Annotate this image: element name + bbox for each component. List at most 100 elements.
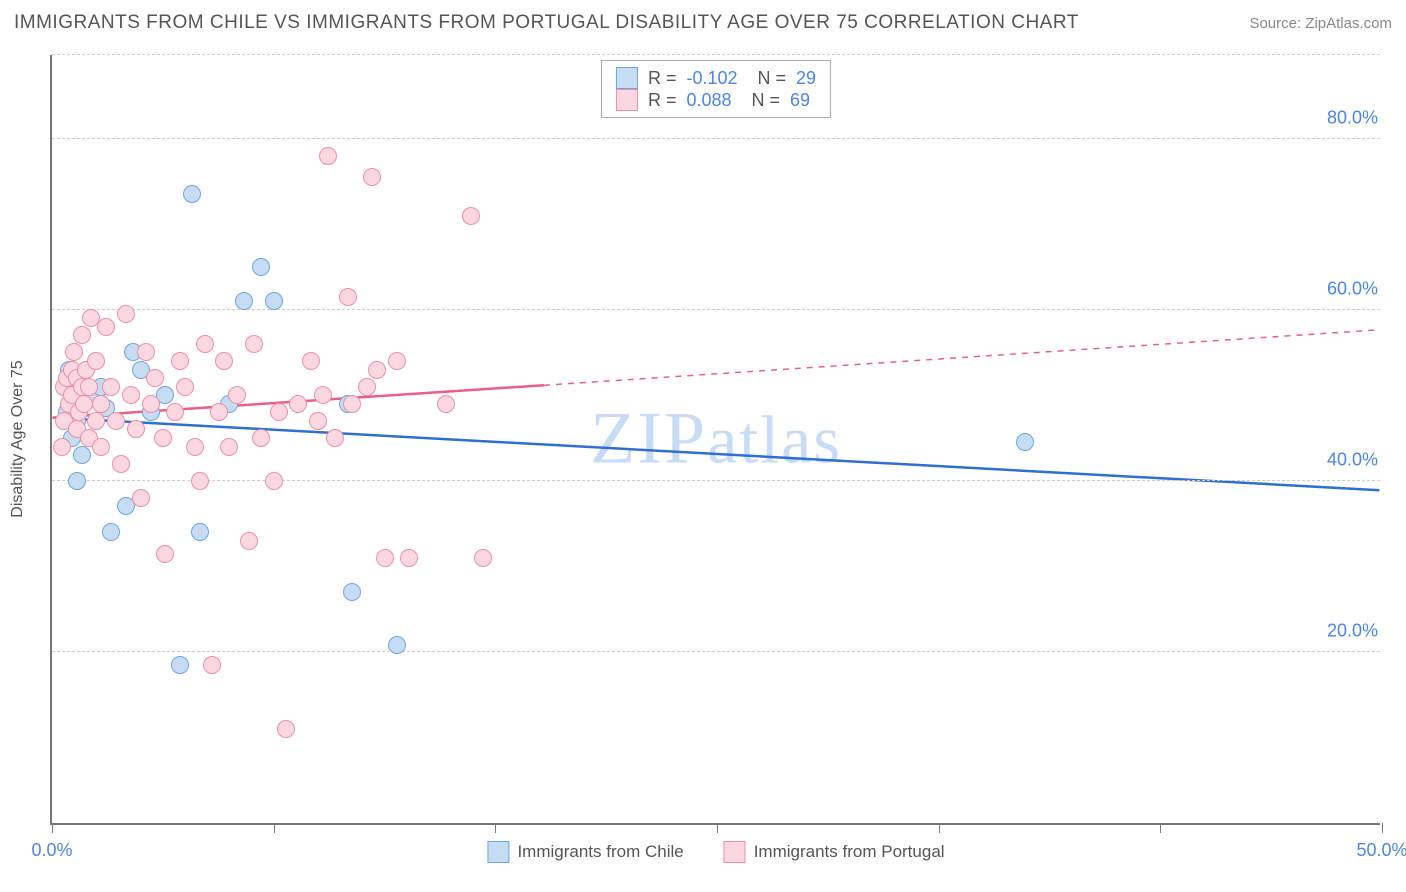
x-tick (274, 823, 275, 833)
x-tick (52, 823, 53, 833)
data-point (112, 455, 130, 473)
gridline (52, 309, 1380, 310)
data-point (400, 549, 418, 567)
gridline (52, 480, 1380, 481)
stats-legend-row: R = 0.088 N = 69 (616, 89, 816, 111)
y-tick-label: 80.0% (1323, 107, 1382, 128)
data-point (363, 168, 381, 186)
x-tick (495, 823, 496, 833)
data-point (142, 395, 160, 413)
x-tick (1160, 823, 1161, 833)
stats-legend-row: R = -0.102 N = 29 (616, 67, 816, 89)
data-point (97, 318, 115, 336)
data-point (53, 438, 71, 456)
legend-swatch (616, 67, 638, 89)
data-point (474, 549, 492, 567)
data-point (132, 489, 150, 507)
y-tick-label: 20.0% (1323, 620, 1382, 641)
x-tick (939, 823, 940, 833)
data-point (80, 378, 98, 396)
data-point (265, 472, 283, 490)
gridline (52, 138, 1380, 139)
watermark: ZIPatlas (590, 397, 842, 482)
data-point (73, 326, 91, 344)
data-point (235, 292, 253, 310)
data-point (102, 523, 120, 541)
data-point (127, 420, 145, 438)
legend-swatch (616, 89, 638, 111)
data-point (171, 656, 189, 674)
x-tick (1382, 823, 1383, 833)
data-point (156, 545, 174, 563)
data-point (240, 532, 258, 550)
data-point (183, 185, 201, 203)
data-point (245, 335, 263, 353)
data-point (343, 395, 361, 413)
data-point (203, 656, 221, 674)
data-point (252, 429, 270, 447)
data-point (314, 386, 332, 404)
data-point (137, 343, 155, 361)
chart-title: IMMIGRANTS FROM CHILE VS IMMIGRANTS FROM… (14, 12, 1079, 34)
data-point (102, 378, 120, 396)
data-point (117, 305, 135, 323)
y-axis-label: Disability Age Over 75 (9, 360, 27, 517)
data-point (319, 147, 337, 165)
trend-lines (52, 55, 1380, 823)
x-tick (717, 823, 718, 833)
data-point (87, 352, 105, 370)
data-point (65, 343, 83, 361)
data-point (191, 523, 209, 541)
legend-item: Immigrants from Portugal (724, 841, 945, 863)
data-point (462, 207, 480, 225)
data-point (191, 472, 209, 490)
data-point (196, 335, 214, 353)
data-point (388, 352, 406, 370)
data-point (309, 412, 327, 430)
source-attribution: Source: ZipAtlas.com (1249, 15, 1392, 32)
data-point (270, 403, 288, 421)
legend-label: Immigrants from Chile (517, 842, 683, 862)
data-point (176, 378, 194, 396)
x-tick-label: 50.0% (1356, 840, 1406, 861)
stats-legend: R = -0.102 N = 29R = 0.088 N = 69 (601, 60, 831, 118)
data-point (376, 549, 394, 567)
data-point (107, 412, 125, 430)
data-point (73, 446, 91, 464)
data-point (343, 583, 361, 601)
data-point (171, 352, 189, 370)
data-point (75, 395, 93, 413)
data-point (146, 369, 164, 387)
legend-swatch (487, 841, 509, 863)
y-tick-label: 60.0% (1323, 278, 1382, 299)
data-point (326, 429, 344, 447)
data-point (368, 361, 386, 379)
chart-header: IMMIGRANTS FROM CHILE VS IMMIGRANTS FROM… (14, 12, 1392, 34)
data-point (302, 352, 320, 370)
data-point (277, 720, 295, 738)
data-point (358, 378, 376, 396)
data-point (87, 412, 105, 430)
legend-swatch (724, 841, 746, 863)
data-point (265, 292, 283, 310)
data-point (228, 386, 246, 404)
y-tick-label: 40.0% (1323, 449, 1382, 470)
legend-label: Immigrants from Portugal (754, 842, 945, 862)
data-point (437, 395, 455, 413)
data-point (166, 403, 184, 421)
data-point (92, 438, 110, 456)
data-point (92, 395, 110, 413)
data-point (122, 386, 140, 404)
data-point (252, 258, 270, 276)
data-point (1016, 433, 1034, 451)
x-tick-label: 0.0% (31, 840, 72, 861)
data-point (220, 438, 238, 456)
data-point (388, 636, 406, 654)
plot-area: Disability Age Over 75 ZIPatlas R = -0.1… (50, 55, 1380, 825)
data-point (154, 429, 172, 447)
legend-item: Immigrants from Chile (487, 841, 683, 863)
gridline (52, 651, 1380, 652)
series-legend: Immigrants from Chile Immigrants from Por… (487, 841, 944, 863)
data-point (215, 352, 233, 370)
data-point (186, 438, 204, 456)
